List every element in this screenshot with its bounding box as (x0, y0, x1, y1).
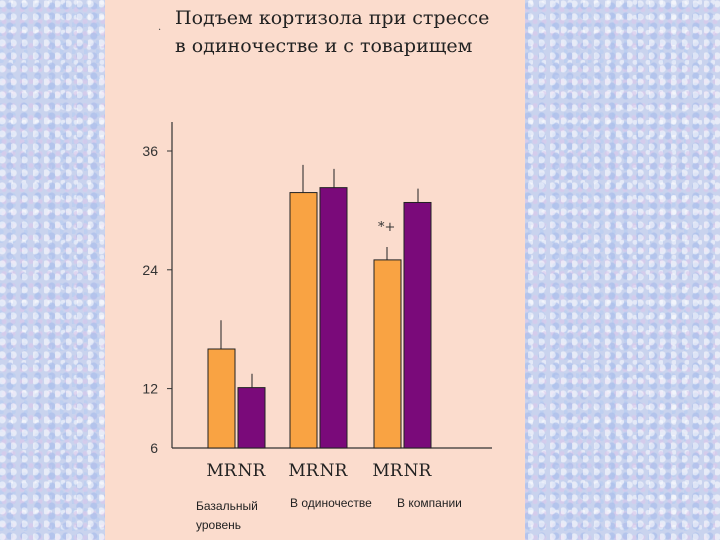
y-tick-label: 24 (142, 262, 158, 278)
bar-mr-2 (373, 259, 402, 449)
x-label-nr: NR (320, 461, 349, 481)
x-label-nr: NR (404, 461, 433, 481)
category-label-alone: В одиночестве (290, 496, 372, 510)
x-label-mr: MR (288, 461, 319, 481)
x-label-mr: MR (206, 461, 237, 481)
significance-marker: *+ (378, 220, 395, 235)
y-tick-label: 36 (142, 143, 158, 159)
chart-title: Подъем кортизола при стрессе в одиночеств… (175, 4, 520, 60)
y-tick-label: 6 (150, 440, 158, 456)
x-label-mr: MR (372, 461, 403, 481)
title-line-1: Подъем кортизола при стрессе (175, 7, 490, 29)
title-line-2: в одиночестве и с товарищем (175, 35, 473, 57)
x-label-nr: NR (238, 461, 267, 481)
bar-nr-2 (403, 201, 432, 449)
category-label-baseline: Базальный уровень (196, 499, 258, 532)
bar-nr-0 (237, 387, 266, 449)
bar-nr-1 (319, 187, 348, 449)
bar-mr-1 (289, 192, 318, 449)
y-tick-label: 12 (142, 381, 158, 397)
title-dot: . (158, 22, 162, 33)
category-label-company: В компании (397, 496, 462, 510)
bar-mr-0 (207, 348, 236, 449)
